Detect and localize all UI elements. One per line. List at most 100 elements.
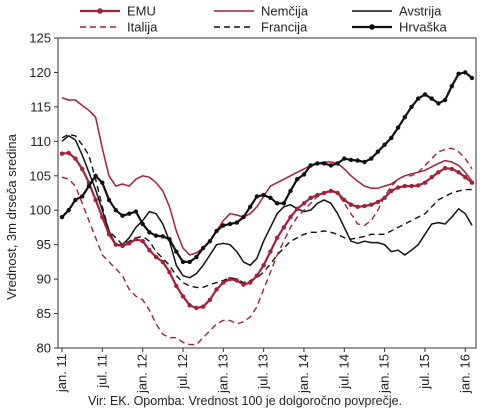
point-emu: [187, 303, 192, 308]
point-emu: [335, 190, 340, 196]
point-hrvaka: [214, 228, 219, 234]
point-emu: [463, 175, 468, 180]
point-emu: [106, 232, 112, 237]
y-tick-label: 80: [37, 341, 51, 356]
point-emu: [295, 206, 300, 211]
plot-frame: [57, 37, 477, 349]
legend: EMU Nemčija Avstrija Italija Francija Hrvaška: [80, 4, 447, 35]
point-hrvaka: [355, 158, 360, 163]
point-hrvaka: [281, 201, 286, 206]
point-hrvaka: [200, 245, 206, 251]
series-line-nemija: [61, 97, 473, 256]
point-emu: [147, 248, 152, 253]
point-hrvaka: [395, 125, 401, 130]
point-hrvaka: [308, 163, 313, 168]
point-emu: [268, 249, 273, 254]
point-hrvaka: [140, 221, 145, 227]
point-hrvaka: [429, 96, 434, 101]
point-emu: [120, 243, 125, 249]
point-emu: [180, 294, 186, 299]
point-hrvaka: [389, 135, 394, 141]
point-emu: [308, 195, 313, 200]
point-hrvaka: [207, 239, 213, 244]
x-tick-label: jul. 15: [417, 354, 432, 390]
point-hrvaka: [120, 213, 125, 218]
point-emu: [73, 156, 78, 161]
x-tick-label: jul. 13: [256, 354, 271, 390]
point-hrvaka: [80, 194, 85, 199]
x-tick-label: jul. 14: [336, 354, 351, 390]
point-hrvaka: [241, 214, 246, 220]
point-hrvaka: [106, 197, 112, 203]
y-axis-label: Vrednost, 3m drseča sredina: [4, 133, 19, 299]
y-tick-label: 110: [30, 134, 51, 149]
point-hrvaka: [321, 161, 327, 166]
point-hrvaka: [456, 71, 461, 77]
point-hrvaka: [402, 115, 407, 120]
point-emu: [389, 188, 394, 194]
point-hrvaka: [194, 254, 199, 260]
point-emu: [234, 278, 239, 283]
point-hrvaka: [463, 70, 468, 75]
point-emu: [140, 239, 145, 244]
point-emu: [469, 180, 475, 185]
y-tick-label: 100: [29, 203, 51, 218]
point-hrvaka: [268, 195, 273, 200]
point-emu: [348, 202, 354, 207]
point-emu: [375, 199, 381, 205]
point-emu: [261, 263, 266, 268]
legend-label-hrvaka: Hrvaška: [399, 20, 447, 35]
point-hrvaka: [59, 214, 65, 220]
point-hrvaka: [335, 161, 340, 166]
x-tick-label: jan. 14: [296, 354, 311, 394]
series-group: [59, 70, 475, 346]
point-emu: [321, 190, 327, 196]
point-hrvaka: [449, 84, 454, 89]
point-hrvaka: [174, 249, 179, 254]
point-hrvaka: [100, 180, 105, 185]
point-emu: [409, 183, 414, 189]
point-emu: [369, 202, 374, 207]
point-hrvaka: [315, 161, 320, 166]
point-hrvaka: [227, 221, 233, 227]
y-tick-label: 125: [29, 31, 51, 46]
point-hrvaka: [436, 101, 441, 106]
x-tick-label: jan. 12: [135, 354, 150, 394]
point-hrvaka: [422, 92, 428, 97]
point-emu: [362, 203, 367, 209]
x-tick-label: jul. 11: [94, 354, 109, 389]
x-tick-label: jul. 12: [175, 354, 190, 390]
point-hrvaka: [254, 194, 260, 199]
point-hrvaka: [301, 172, 307, 177]
point-hrvaka: [73, 197, 78, 203]
point-emu: [328, 188, 334, 194]
point-emu: [127, 241, 132, 246]
point-emu: [395, 185, 401, 190]
point-hrvaka: [295, 177, 300, 182]
legend-label-francija: Francija: [261, 20, 308, 35]
legend-label-italija: Italija: [127, 20, 158, 35]
point-emu: [402, 183, 407, 189]
point-emu: [281, 225, 286, 230]
point-emu: [248, 280, 253, 285]
point-emu: [456, 170, 461, 175]
point-emu: [416, 183, 421, 188]
y-tick-label: 120: [29, 65, 51, 80]
point-emu: [153, 254, 159, 260]
point-emu: [93, 197, 98, 203]
point-hrvaka: [153, 233, 159, 238]
point-emu: [342, 197, 347, 203]
x-tick-label: jan. 15: [377, 354, 392, 394]
point-hrvaka: [167, 237, 172, 242]
point-emu: [241, 282, 246, 287]
point-emu: [315, 192, 320, 198]
point-hrvaka: [469, 75, 475, 81]
point-hrvaka: [127, 211, 132, 216]
point-emu: [214, 287, 219, 292]
x-tick-label: jan. 16: [457, 354, 472, 394]
point-emu: [113, 242, 119, 247]
point-emu: [288, 214, 293, 220]
y-tick-label: 90: [37, 272, 51, 287]
point-emu: [133, 237, 139, 242]
